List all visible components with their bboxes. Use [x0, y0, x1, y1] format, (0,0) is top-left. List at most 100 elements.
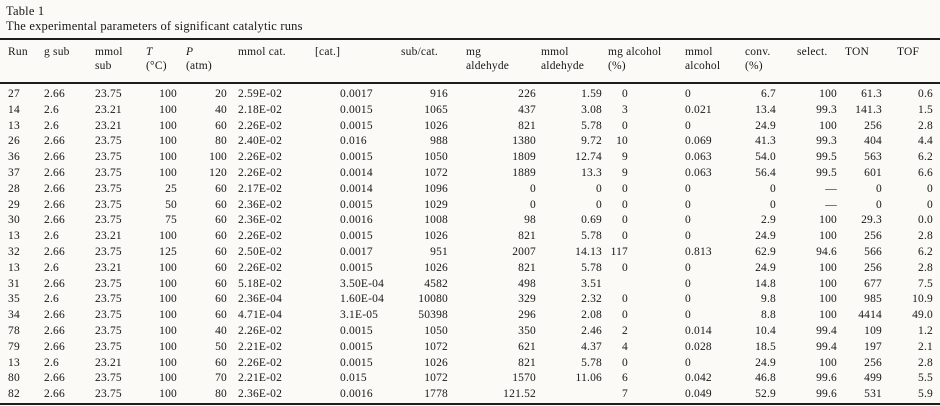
cell-mmol-cat: 2.59E-02 — [238, 88, 283, 100]
cell-mg-alcohol: 0 — [622, 214, 628, 227]
cell-mmol-alcohol: 0.063 — [685, 166, 712, 179]
cell-mmol-aldehyde: 5.78 — [581, 356, 602, 369]
cell-tof: 2.8 — [918, 119, 933, 132]
header-line: mmol — [541, 46, 569, 58]
cell-mmol-sub: 23.21 — [95, 230, 122, 243]
cell-run: 79 — [8, 340, 20, 353]
cell-g-sub: 2.6 — [44, 356, 59, 369]
cell-mg-aldehyde: 1889 — [512, 166, 536, 179]
cell-mmol-aldehyde: 12.74 — [575, 151, 602, 164]
table-header: Run g sub mmol sub T (°C) P (atm) mmol cat. [cat.… — [0, 39, 940, 84]
table-caption: The experimental parameters of significa… — [6, 19, 303, 33]
cell-cat-conc: 0.0014 — [340, 182, 373, 195]
cell-mmol-aldehyde: 5.78 — [581, 261, 602, 274]
cell-g-sub: 2.6 — [44, 119, 59, 132]
cell-mmol-cat: 2.40E-02 — [238, 135, 283, 148]
cell-temperature: 100 — [159, 388, 177, 401]
cell-mmol-alcohol: 0.021 — [685, 103, 712, 116]
cell-mmol-cat: 2.26E-02 — [238, 166, 283, 179]
cell-mmol-sub: 23.75 — [95, 166, 122, 179]
cell-temperature: 75 — [165, 214, 177, 227]
cell-mmol-alcohol: 0 — [685, 182, 691, 195]
cell-mg-aldehyde: 821 — [518, 230, 536, 243]
cell-mmol-alcohol: 0 — [685, 119, 691, 132]
cell-tof: 2.8 — [918, 261, 933, 274]
cell-cat-conc: 0.0017 — [340, 88, 373, 100]
cell-pressure: 60 — [215, 182, 227, 195]
column-header-selectivity: select. — [780, 39, 840, 84]
cell-sub-cat-ratio: 10080 — [418, 293, 448, 306]
cell-mmol-aldehyde: 1.59 — [581, 88, 602, 100]
cell-selectivity: 100 — [819, 309, 837, 322]
cell-cat-conc: 1.60E-04 — [340, 293, 385, 306]
header-line: mg alcohol — [608, 46, 662, 58]
cell-mg-alcohol: 2 — [622, 324, 628, 337]
cell-mg-alcohol: 3 — [622, 103, 628, 116]
cell-run: 32 — [8, 245, 20, 258]
table-row: 80 2.66 23.75 100 70 2.21E-02 0.015 1072 1570 11.… — [0, 371, 940, 387]
table-row: 78 2.66 23.75 100 40 2.26E-02 0.0015 1050 350 2.4… — [0, 324, 940, 340]
cell-cat-conc: 0.0015 — [340, 261, 373, 274]
cell-mg-alcohol: 10 — [616, 135, 628, 148]
cell-mmol-cat: 2.36E-02 — [238, 198, 283, 211]
table-row: 35 2.6 23.75 100 60 2.36E-04 1.60E-04 10080 329 2… — [0, 292, 940, 308]
header-line: aldehyde — [466, 60, 510, 72]
cell-mmol-aldehyde: 9.72 — [581, 135, 602, 148]
cell-pressure: 60 — [215, 293, 227, 306]
cell-ton: 109 — [864, 324, 882, 337]
cell-mmol-cat: 2.36E-04 — [238, 293, 283, 306]
cell-selectivity: 99.3 — [816, 135, 837, 148]
cell-cat-conc: 0.0015 — [340, 151, 373, 164]
cell-tof: 1.2 — [918, 324, 933, 337]
cell-temperature: 100 — [159, 324, 177, 337]
cell-conversion: 46.8 — [755, 372, 776, 385]
cell-mg-aldehyde: 121.52 — [503, 388, 536, 401]
header-line: aldehyde — [541, 60, 585, 72]
cell-run: 29 — [8, 198, 20, 211]
cell-mmol-aldehyde: 13.3 — [581, 166, 602, 179]
table-row: 31 2.66 23.75 100 60 5.18E-02 3.50E-04 4582 498 3… — [0, 277, 940, 293]
cell-g-sub: 2.6 — [44, 230, 59, 243]
column-header-g-sub: g sub — [40, 39, 90, 84]
cell-tof: 5.9 — [918, 388, 933, 401]
cell-mmol-alcohol: 0.028 — [685, 340, 712, 353]
cell-run: 28 — [8, 182, 20, 195]
cell-mmol-cat: 2.26E-02 — [238, 356, 283, 369]
cell-run: 82 — [8, 388, 20, 401]
cell-selectivity: 99.5 — [816, 166, 837, 179]
cell-g-sub: 2.66 — [44, 198, 65, 211]
cell-selectivity: — — [825, 182, 837, 195]
cell-sub-cat-ratio: 1050 — [424, 324, 448, 337]
cell-pressure: 40 — [215, 103, 227, 116]
header-line: Run — [8, 46, 28, 58]
cell-ton: 531 — [864, 388, 882, 401]
cell-mmol-sub: 23.75 — [95, 214, 122, 227]
cell-mmol-alcohol: 0 — [685, 214, 691, 227]
cell-mg-alcohol: 9 — [622, 166, 628, 179]
cell-g-sub: 2.66 — [44, 135, 65, 148]
cell-ton: 499 — [864, 372, 882, 385]
cell-pressure: 60 — [215, 245, 227, 258]
cell-g-sub: 2.66 — [44, 182, 65, 195]
cell-sub-cat-ratio: 1026 — [424, 261, 448, 274]
cell-mmol-aldehyde: 0 — [596, 198, 602, 211]
cell-temperature: 100 — [159, 261, 177, 274]
cell-cat-conc: 0.0015 — [340, 356, 373, 369]
cell-sub-cat-ratio: 1008 — [424, 214, 448, 227]
cell-mg-alcohol: 0 — [622, 182, 628, 195]
cell-selectivity: 99.6 — [816, 388, 837, 401]
cell-sub-cat-ratio: 1026 — [424, 119, 448, 132]
cell-cat-conc: 0.0014 — [340, 166, 373, 179]
cell-pressure: 50 — [215, 340, 227, 353]
cell-cat-conc: 0.0017 — [340, 245, 373, 258]
column-header-run: Run — [0, 39, 40, 84]
column-header-mg-aldehyde: mg aldehyde — [450, 39, 540, 84]
cell-selectivity: 100 — [819, 293, 837, 306]
cell-mg-alcohol: 0 — [622, 119, 628, 132]
cell-mg-aldehyde: 98 — [524, 214, 536, 227]
cell-tof: 5.5 — [918, 372, 933, 385]
cell-pressure: 60 — [215, 356, 227, 369]
cell-sub-cat-ratio: 1029 — [424, 198, 448, 211]
cell-ton: 563 — [864, 151, 882, 164]
cell-tof: 10.9 — [912, 293, 933, 306]
